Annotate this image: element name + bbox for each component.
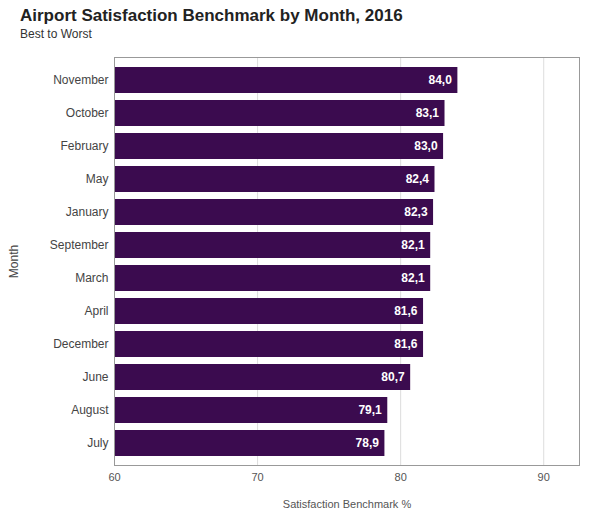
svg-text:90: 90 — [538, 471, 550, 483]
svg-text:70: 70 — [251, 471, 263, 483]
svg-text:80,7: 80,7 — [381, 370, 405, 384]
svg-text:82,3: 82,3 — [404, 205, 428, 219]
svg-text:December: December — [53, 337, 108, 351]
svg-text:April: April — [84, 304, 108, 318]
svg-text:80: 80 — [395, 471, 407, 483]
svg-text:Satisfaction Benchmark %: Satisfaction Benchmark % — [283, 498, 412, 510]
svg-text:May: May — [86, 172, 109, 186]
svg-text:60: 60 — [108, 471, 120, 483]
html-text:Best to Worst: Best to Worst — [20, 27, 92, 41]
svg-text:83,1: 83,1 — [416, 106, 440, 120]
svg-text:February: February — [60, 139, 108, 153]
svg-text:82,1: 82,1 — [401, 271, 425, 285]
svg-text:March: March — [75, 271, 108, 285]
svg-text:81,6: 81,6 — [394, 337, 418, 351]
svg-text:January: January — [66, 205, 109, 219]
svg-text:September: September — [50, 238, 109, 252]
svg-text:82,4: 82,4 — [406, 172, 430, 186]
svg-text:79,1: 79,1 — [358, 403, 382, 417]
svg-text:78,9: 78,9 — [356, 436, 380, 450]
svg-text:84,0: 84,0 — [429, 73, 453, 87]
svg-text:82,1: 82,1 — [401, 238, 425, 252]
svg-text:83,0: 83,0 — [414, 139, 438, 153]
svg-text:October: October — [66, 106, 109, 120]
svg-text:November: November — [53, 73, 108, 87]
svg-text:July: July — [87, 436, 108, 450]
svg-text:June: June — [82, 370, 108, 384]
html-text:Airport Satisfaction Benchmark: Airport Satisfaction Benchmark by Month,… — [20, 6, 403, 25]
svg-text:August: August — [71, 403, 109, 417]
svg-text:81,6: 81,6 — [394, 304, 418, 318]
svg-text:Month: Month — [7, 245, 21, 278]
